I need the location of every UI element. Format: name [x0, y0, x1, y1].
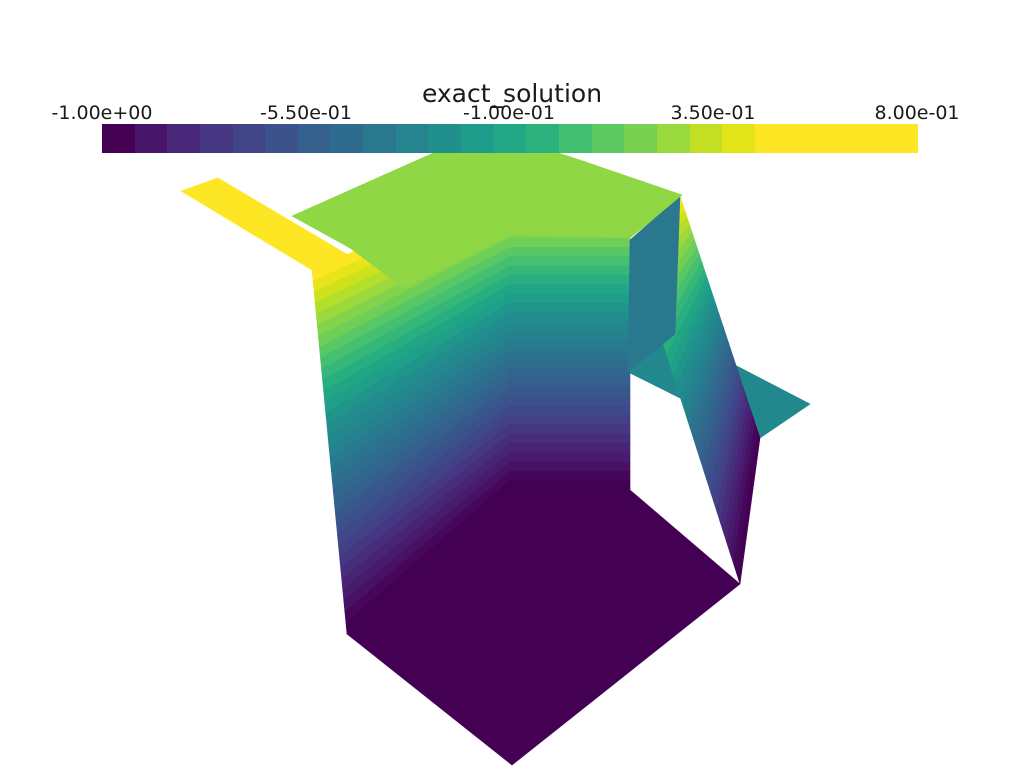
inner-wall-band: [509, 275, 631, 285]
colorbar-swatch: [787, 124, 821, 153]
colorbar-swatch: [363, 124, 396, 153]
colorbar-tick-label: -5.50e-01: [260, 102, 352, 124]
colorbar-swatch: [820, 124, 853, 153]
inner-wall-band: [509, 452, 631, 463]
inner-wall-band: [509, 415, 631, 425]
inner-wall-band: [509, 349, 631, 360]
colorbar-swatch: [656, 124, 690, 153]
inner-wall-band: [509, 471, 631, 481]
colorbar-swatch: [722, 124, 755, 153]
bottom-face: [346, 489, 741, 766]
inner-wall-band: [509, 237, 631, 248]
colorbar-tick-label: 3.50e-01: [670, 102, 756, 124]
colorbar-swatch: [852, 124, 886, 153]
colorbar-swatch: [330, 124, 364, 153]
colorbar-swatch: [461, 124, 494, 153]
colorbar-swatch: [558, 124, 592, 153]
colorbar-swatch: [167, 124, 200, 153]
colorbar-swatch: [885, 124, 919, 153]
inner-wall-band: [509, 461, 631, 472]
inner-wall-band: [509, 331, 631, 341]
colorbar-swatch: [395, 124, 429, 153]
colorbar: [102, 124, 919, 153]
colorbar-swatch: [199, 124, 233, 153]
colorbar-swatch: [754, 124, 788, 153]
colorbar-swatch: [493, 124, 527, 153]
colorbar-tick-label: 8.00e-01: [874, 102, 960, 124]
inner-wall-band: [509, 247, 631, 257]
inner-wall-band: [509, 321, 631, 332]
inner-wall-band: [509, 265, 631, 276]
colorbar-swatch: [297, 124, 331, 153]
inner-wall-band: [509, 424, 631, 435]
colorbar-swatch: [428, 124, 462, 153]
colorbar-title: exact_solution: [421, 79, 603, 108]
inner-wall-band: [509, 405, 631, 416]
right-step-face: [627, 195, 681, 373]
inner-wall-band: [509, 359, 631, 369]
colorbar-swatch: [102, 124, 135, 153]
inner-wall-band: [509, 433, 631, 444]
inner-wall-band: [509, 340, 631, 351]
colorbar-tick-label: -1.00e-01: [463, 102, 555, 124]
inner-wall-band: [509, 396, 631, 407]
colorbar-swatch: [624, 124, 657, 153]
inner-wall-band: [509, 377, 631, 388]
colorbar-swatch: [265, 124, 298, 153]
inner-wall-band: [509, 480, 631, 491]
inner-wall-band: [509, 303, 631, 313]
right-wall-band: [736, 430, 761, 585]
colorbar-swatch: [591, 124, 625, 153]
inner-wall-band: [509, 443, 631, 453]
inner-wall-band: [509, 293, 631, 304]
inner-wall-band: [509, 284, 631, 295]
colorbar-tick-label: -1.00e+00: [51, 102, 153, 124]
colorbar-swatch: [689, 124, 723, 153]
colorbar-swatch: [134, 124, 168, 153]
colorbar-swatch: [232, 124, 266, 153]
inner-wall-band: [509, 387, 631, 397]
inner-wall-band: [509, 256, 631, 267]
colorbar-swatch: [526, 124, 559, 153]
inner-wall-band: [509, 312, 631, 323]
inner-wall-band: [509, 368, 631, 379]
